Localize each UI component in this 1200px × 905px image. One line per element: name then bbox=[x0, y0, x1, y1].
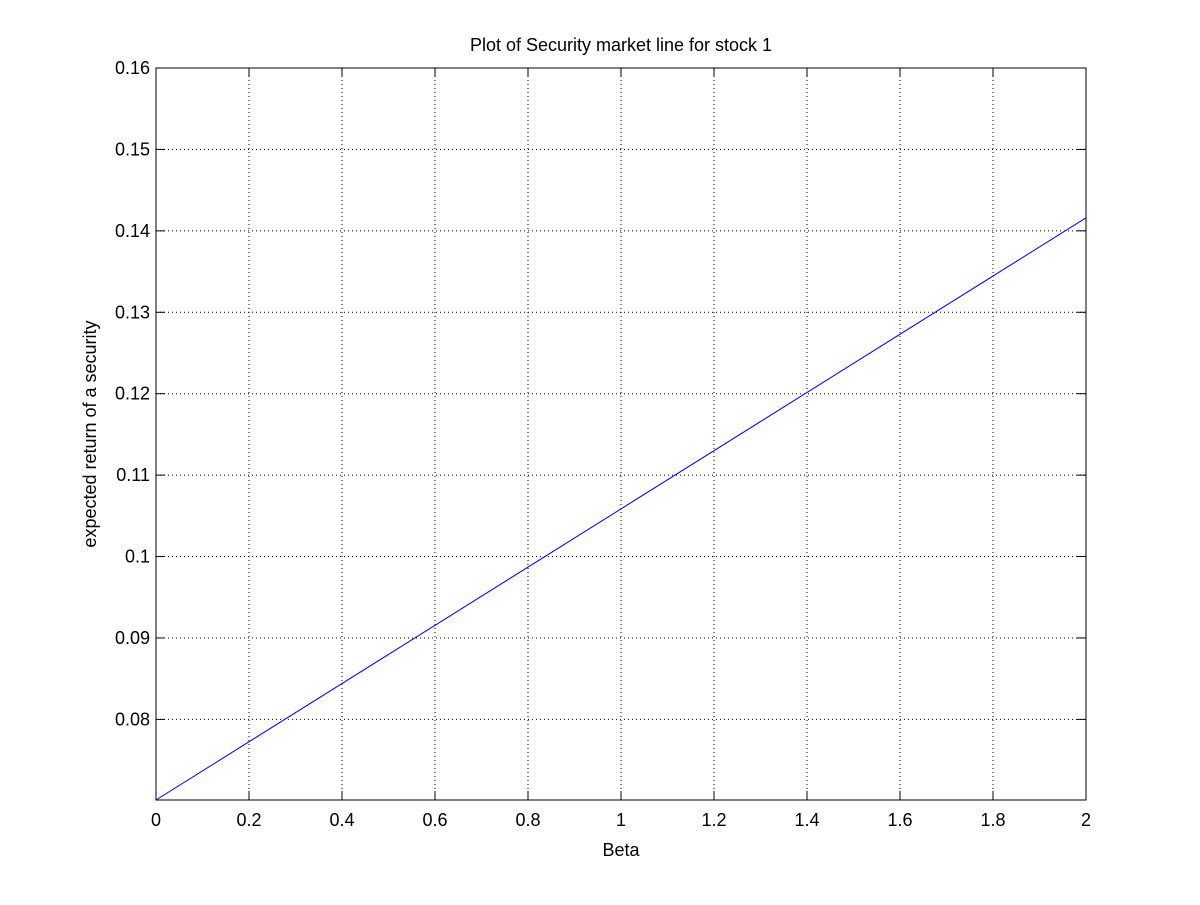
grid-lines bbox=[156, 68, 1086, 800]
y-tick-label: 0.11 bbox=[116, 465, 150, 485]
y-tick-label: 0.14 bbox=[115, 221, 150, 241]
y-tick-label: 0.1 bbox=[125, 547, 150, 567]
series-line bbox=[155, 217, 1087, 801]
chart-title: Plot of Security market line for stock 1 bbox=[470, 35, 772, 55]
x-tick-label: 1.6 bbox=[887, 810, 912, 830]
y-tick-label: 0.09 bbox=[115, 628, 150, 648]
x-tick-label: 1.8 bbox=[980, 810, 1005, 830]
x-tick-label: 0 bbox=[151, 810, 161, 830]
plot-frame bbox=[155, 67, 1087, 801]
x-tick-label: 0.8 bbox=[515, 810, 540, 830]
y-tick-label: 0.12 bbox=[115, 384, 150, 404]
x-tick-label: 2 bbox=[1081, 810, 1091, 830]
x-tick-label: 1 bbox=[616, 810, 626, 830]
x-axis-label: Beta bbox=[602, 840, 640, 860]
plot-area bbox=[156, 68, 1086, 800]
x-tick-label: 1.2 bbox=[701, 810, 726, 830]
x-tick-label: 1.4 bbox=[794, 810, 819, 830]
x-tick-label: 0.6 bbox=[422, 810, 447, 830]
series-layer bbox=[155, 217, 1087, 801]
y-tick-label: 0.08 bbox=[115, 709, 150, 729]
y-tick-label: 0.15 bbox=[115, 139, 150, 159]
x-tick-label: 0.4 bbox=[329, 810, 354, 830]
y-tick-label: 0.13 bbox=[115, 302, 150, 322]
x-tick-label: 0.2 bbox=[236, 810, 261, 830]
y-axis-label: expected return of a security bbox=[80, 320, 100, 547]
y-tick-label: 0.16 bbox=[115, 58, 150, 78]
tick-labels: 0 0.2 0.4 0.6 0.8 1 1.2 1.4 1.6 1.8 2 0.08 0.09 0.1 0.… bbox=[115, 58, 1091, 830]
